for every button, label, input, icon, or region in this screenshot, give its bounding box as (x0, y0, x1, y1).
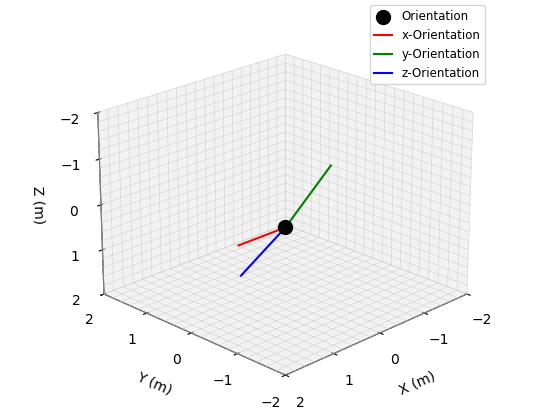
X-axis label: X (m): X (m) (396, 369, 437, 398)
Y-axis label: Y (m): Y (m) (134, 370, 174, 397)
Legend: Orientation, x-Orientation, y-Orientation, z-Orientation: Orientation, x-Orientation, y-Orientatio… (370, 5, 485, 84)
